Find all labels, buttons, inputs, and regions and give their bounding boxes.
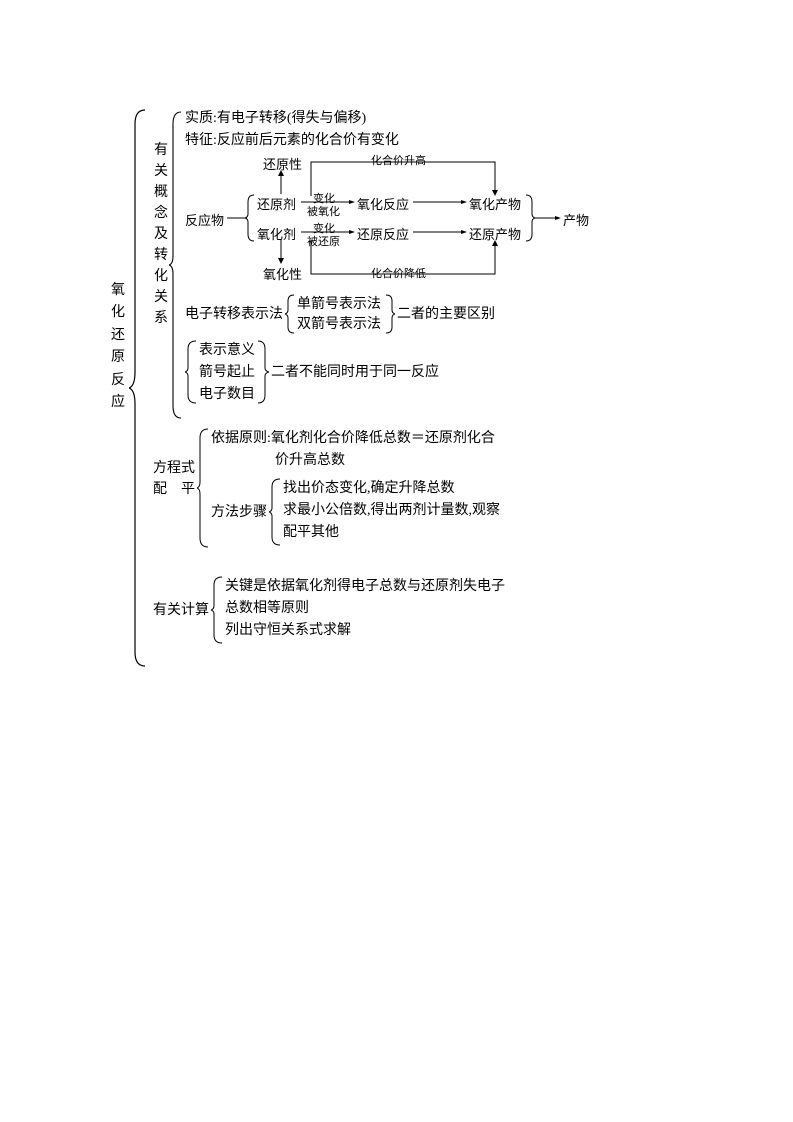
arr-product: [535, 216, 561, 220]
s1-line1: 实质:有电子转移(得失与偏移): [185, 108, 366, 129]
section3-brace: [211, 576, 223, 644]
sub2: 箭号起止: [199, 362, 255, 383]
calc-l1: 关键是依据氧化剂得电子总数与还原剂失电子: [225, 576, 505, 597]
reducer: 还原剂: [257, 194, 296, 213]
sub-brace-r: [257, 340, 269, 404]
section2-label: 方程式配 平: [153, 458, 197, 500]
steps-label: 方法步骤: [211, 502, 267, 523]
notation-note: 二者的主要区别: [397, 304, 495, 325]
step3: 配平其他: [283, 522, 339, 543]
main-brace: [129, 108, 147, 668]
steps-brace: [269, 478, 281, 546]
principle-l1: 氧化剂化合价降低总数＝还原剂化合: [271, 431, 495, 446]
notation-brace: [285, 294, 295, 334]
reactant-line: [227, 216, 247, 220]
valence-down: 化合价降低: [371, 265, 426, 281]
sub-brace: [185, 340, 197, 404]
principle-l2: 价升高总数: [275, 450, 345, 471]
root-title: 氧化还原反应: [110, 280, 126, 414]
section1-brace: [169, 110, 183, 420]
arr-prod2: [413, 230, 467, 234]
s1-line2: 特征:反应前后元素的化合价有变化: [185, 130, 399, 151]
section3-label: 有关计算: [153, 600, 209, 621]
product: 产物: [563, 210, 589, 229]
valence-up: 化合价升高: [371, 152, 426, 168]
arr-prod1: [413, 200, 467, 204]
notation-single: 单箭号表示法: [297, 294, 381, 315]
be-oxidized: 被氧化: [307, 203, 340, 219]
principle: 依据原则:氧化剂化合价降低总数＝还原剂化合: [211, 428, 495, 449]
section2-brace: [197, 428, 209, 548]
section1-label: 有关概念及转化关系: [153, 140, 169, 329]
sub1: 表示意义: [199, 340, 255, 361]
product-brace: [525, 194, 535, 242]
calc-l3: 列出守恒关系式求解: [225, 620, 351, 641]
calc-l2: 总数相等原则: [225, 598, 309, 619]
arrow-down: [277, 240, 285, 264]
principle-label: 依据原则:: [211, 431, 271, 446]
flow-diagram: 反应物 还原剂 氧化剂 还原性 氧化性 变化 被氧化 变: [185, 152, 645, 292]
sub3: 电子数目: [199, 384, 255, 405]
step2: 求最小公倍数,得出两剂计量数,观察: [283, 500, 500, 521]
arrow-up: [277, 170, 285, 194]
sub-note: 二者不能同时用于同一反应: [271, 362, 439, 383]
oxidizability: 氧化性: [263, 264, 302, 283]
step1: 找出价态变化,确定升降总数: [283, 478, 455, 499]
notation-double: 双箭号表示法: [297, 314, 381, 335]
s2-label-text: 方程式配 平: [153, 461, 195, 497]
notation-label: 电子转移表示法: [185, 304, 283, 325]
reactant: 反应物: [185, 210, 224, 229]
notation-brace-r: [385, 294, 395, 334]
